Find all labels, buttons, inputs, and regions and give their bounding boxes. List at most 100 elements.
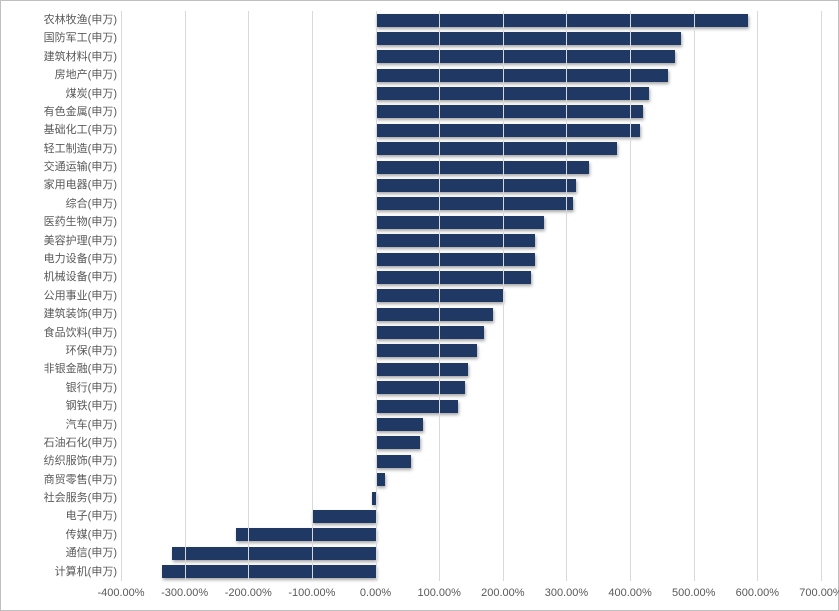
bar-row bbox=[121, 526, 821, 544]
bar bbox=[162, 565, 375, 578]
y-axis-label: 基础化工(申万) bbox=[1, 121, 117, 139]
y-axis-label: 商贸零售(申万) bbox=[1, 471, 117, 489]
bar bbox=[376, 271, 532, 284]
x-axis-label: -100.00% bbox=[288, 587, 335, 599]
bar-row bbox=[121, 452, 821, 470]
bar-row bbox=[121, 342, 821, 360]
bar bbox=[312, 510, 376, 523]
bar-row bbox=[121, 305, 821, 323]
y-axis-label: 环保(申万) bbox=[1, 342, 117, 360]
bar-row bbox=[121, 287, 821, 305]
grid-line bbox=[248, 11, 249, 581]
bar bbox=[376, 344, 478, 357]
y-axis-label: 医药生物(申万) bbox=[1, 213, 117, 231]
bar bbox=[376, 124, 640, 137]
y-axis-label: 银行(申万) bbox=[1, 379, 117, 397]
grid-line bbox=[503, 11, 504, 581]
bar-row bbox=[121, 397, 821, 415]
y-axis-label: 纺织服饰(申万) bbox=[1, 452, 117, 470]
y-axis-label: 轻工制造(申万) bbox=[1, 140, 117, 158]
x-axis-label: -300.00% bbox=[161, 587, 208, 599]
bar-row bbox=[121, 66, 821, 84]
bar-row bbox=[121, 121, 821, 139]
bar bbox=[376, 455, 411, 468]
y-axis-label: 美容护理(申万) bbox=[1, 232, 117, 250]
bar-row bbox=[121, 140, 821, 158]
y-axis-label: 综合(申万) bbox=[1, 195, 117, 213]
y-axis-labels: 农林牧渔(申万)国防军工(申万)建筑材料(申万)房地产(申万)煤炭(申万)有色金… bbox=[1, 11, 117, 581]
y-axis-label: 公用事业(申万) bbox=[1, 287, 117, 305]
grid-line bbox=[757, 11, 758, 581]
bar-row bbox=[121, 471, 821, 489]
bar bbox=[376, 14, 748, 27]
grid-line bbox=[630, 11, 631, 581]
bar bbox=[376, 87, 650, 100]
bar-row bbox=[121, 507, 821, 525]
y-axis-label: 石油石化(申万) bbox=[1, 434, 117, 452]
bar-row bbox=[121, 416, 821, 434]
bar-row bbox=[121, 434, 821, 452]
bar-row bbox=[121, 379, 821, 397]
y-axis-label: 机械设备(申万) bbox=[1, 268, 117, 286]
y-axis-label: 食品饮料(申万) bbox=[1, 324, 117, 342]
y-axis-label: 社会服务(申万) bbox=[1, 489, 117, 507]
y-axis-label: 电力设备(申万) bbox=[1, 250, 117, 268]
bar bbox=[376, 418, 424, 431]
bars-layer bbox=[121, 11, 821, 581]
bar-row bbox=[121, 232, 821, 250]
bar bbox=[376, 142, 618, 155]
chart-container: 农林牧渔(申万)国防军工(申万)建筑材料(申万)房地产(申万)煤炭(申万)有色金… bbox=[0, 0, 839, 611]
grid-line bbox=[312, 11, 313, 581]
y-axis-label: 农林牧渔(申万) bbox=[1, 11, 117, 29]
grid-line bbox=[185, 11, 186, 581]
grid-line bbox=[566, 11, 567, 581]
y-axis-label: 建筑装饰(申万) bbox=[1, 305, 117, 323]
grid-line bbox=[121, 11, 122, 581]
y-axis-label: 计算机(申万) bbox=[1, 563, 117, 581]
bar-row bbox=[121, 544, 821, 562]
x-axis-label: 500.00% bbox=[672, 587, 715, 599]
bar bbox=[236, 528, 376, 541]
bar-row bbox=[121, 563, 821, 581]
x-axis-label: -200.00% bbox=[225, 587, 272, 599]
bar bbox=[376, 234, 535, 247]
y-axis-label: 交通运输(申万) bbox=[1, 158, 117, 176]
y-axis-label: 通信(申万) bbox=[1, 544, 117, 562]
x-axis-label: 400.00% bbox=[608, 587, 651, 599]
bar bbox=[376, 253, 535, 266]
bar bbox=[376, 69, 669, 82]
bar bbox=[376, 179, 576, 192]
bar-row bbox=[121, 85, 821, 103]
y-axis-label: 家用电器(申万) bbox=[1, 176, 117, 194]
bar bbox=[376, 381, 465, 394]
bar bbox=[376, 308, 494, 321]
x-axis-labels: -400.00%-300.00%-200.00%-100.00%0.00%100… bbox=[121, 583, 821, 607]
y-axis-label: 非银金融(申万) bbox=[1, 360, 117, 378]
y-axis-label: 传媒(申万) bbox=[1, 526, 117, 544]
bar bbox=[376, 216, 545, 229]
y-axis-label: 汽车(申万) bbox=[1, 416, 117, 434]
bar-row bbox=[121, 29, 821, 47]
bar-row bbox=[121, 250, 821, 268]
bar bbox=[376, 436, 421, 449]
y-axis-label: 房地产(申万) bbox=[1, 66, 117, 84]
bar-row bbox=[121, 360, 821, 378]
grid-line bbox=[376, 11, 377, 581]
y-axis-label: 煤炭(申万) bbox=[1, 85, 117, 103]
bar bbox=[172, 547, 376, 560]
grid-line bbox=[821, 11, 822, 581]
grid-line bbox=[694, 11, 695, 581]
bar-row bbox=[121, 213, 821, 231]
y-axis-label: 建筑材料(申万) bbox=[1, 48, 117, 66]
bar bbox=[376, 32, 681, 45]
x-axis-label: 300.00% bbox=[545, 587, 588, 599]
bar bbox=[376, 473, 386, 486]
x-axis-label: 600.00% bbox=[736, 587, 779, 599]
bar-row bbox=[121, 195, 821, 213]
plot-area bbox=[121, 11, 821, 581]
bar bbox=[376, 363, 468, 376]
bar-row bbox=[121, 48, 821, 66]
x-axis-label: 100.00% bbox=[417, 587, 460, 599]
y-axis-label: 国防军工(申万) bbox=[1, 29, 117, 47]
bar bbox=[376, 105, 643, 118]
